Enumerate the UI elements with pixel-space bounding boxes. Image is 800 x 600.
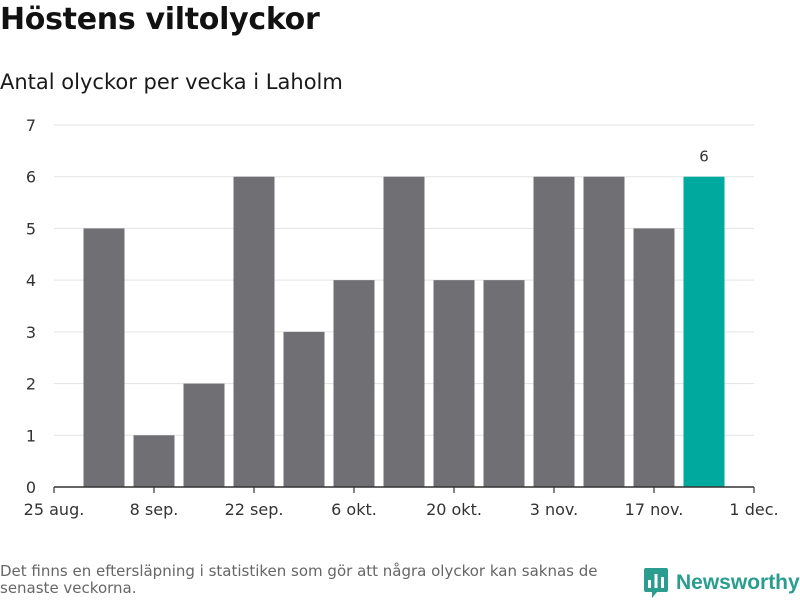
x-tick-label: 17 nov. <box>625 500 684 519</box>
y-tick-label: 4 <box>26 271 36 290</box>
x-tick-label: 20 okt. <box>426 500 482 519</box>
x-tick-label: 1 dec. <box>729 500 778 519</box>
bar <box>183 383 225 487</box>
y-tick-label: 3 <box>26 323 36 342</box>
bar-chart: 0 1 2 3 4 5 6 7 6 25 aug. 8 sep. 22 sep. 6 okt. 20 ok… <box>24 116 779 519</box>
brand-name: Newsworthy <box>676 571 800 594</box>
bar <box>233 176 275 487</box>
x-tick-label: 8 sep. <box>130 500 179 519</box>
y-tick-label: 7 <box>26 116 36 135</box>
footnote: Det finns en eftersläpning i statistiken… <box>0 562 598 597</box>
bar <box>333 280 375 487</box>
bar <box>433 280 475 487</box>
x-tick-label: 3 nov. <box>530 500 579 519</box>
bar <box>483 280 525 487</box>
bar <box>533 176 575 487</box>
x-tick-label: 25 aug. <box>24 500 85 519</box>
data-label: 6 <box>699 148 709 166</box>
x-tick-label: 22 sep. <box>225 500 284 519</box>
chart-title: Höstens viltolyckor <box>0 2 320 37</box>
bar <box>383 176 425 487</box>
chart-subtitle: Antal olyckor per vecka i Laholm <box>0 70 343 94</box>
x-tick-label: 6 okt. <box>331 500 377 519</box>
bar <box>133 435 175 487</box>
y-tick-label: 0 <box>26 478 36 497</box>
bar-chart-logo-icon <box>644 568 668 598</box>
y-tick-label: 1 <box>26 426 36 445</box>
highlight-bar <box>683 176 725 487</box>
bar <box>83 228 125 487</box>
bar <box>283 331 325 487</box>
y-tick-label: 6 <box>26 168 36 187</box>
bar <box>633 228 675 487</box>
brand-logo[interactable]: Newsworthy <box>644 568 800 598</box>
bar <box>583 176 625 487</box>
y-tick-label: 5 <box>26 219 36 238</box>
y-tick-label: 2 <box>26 375 36 394</box>
